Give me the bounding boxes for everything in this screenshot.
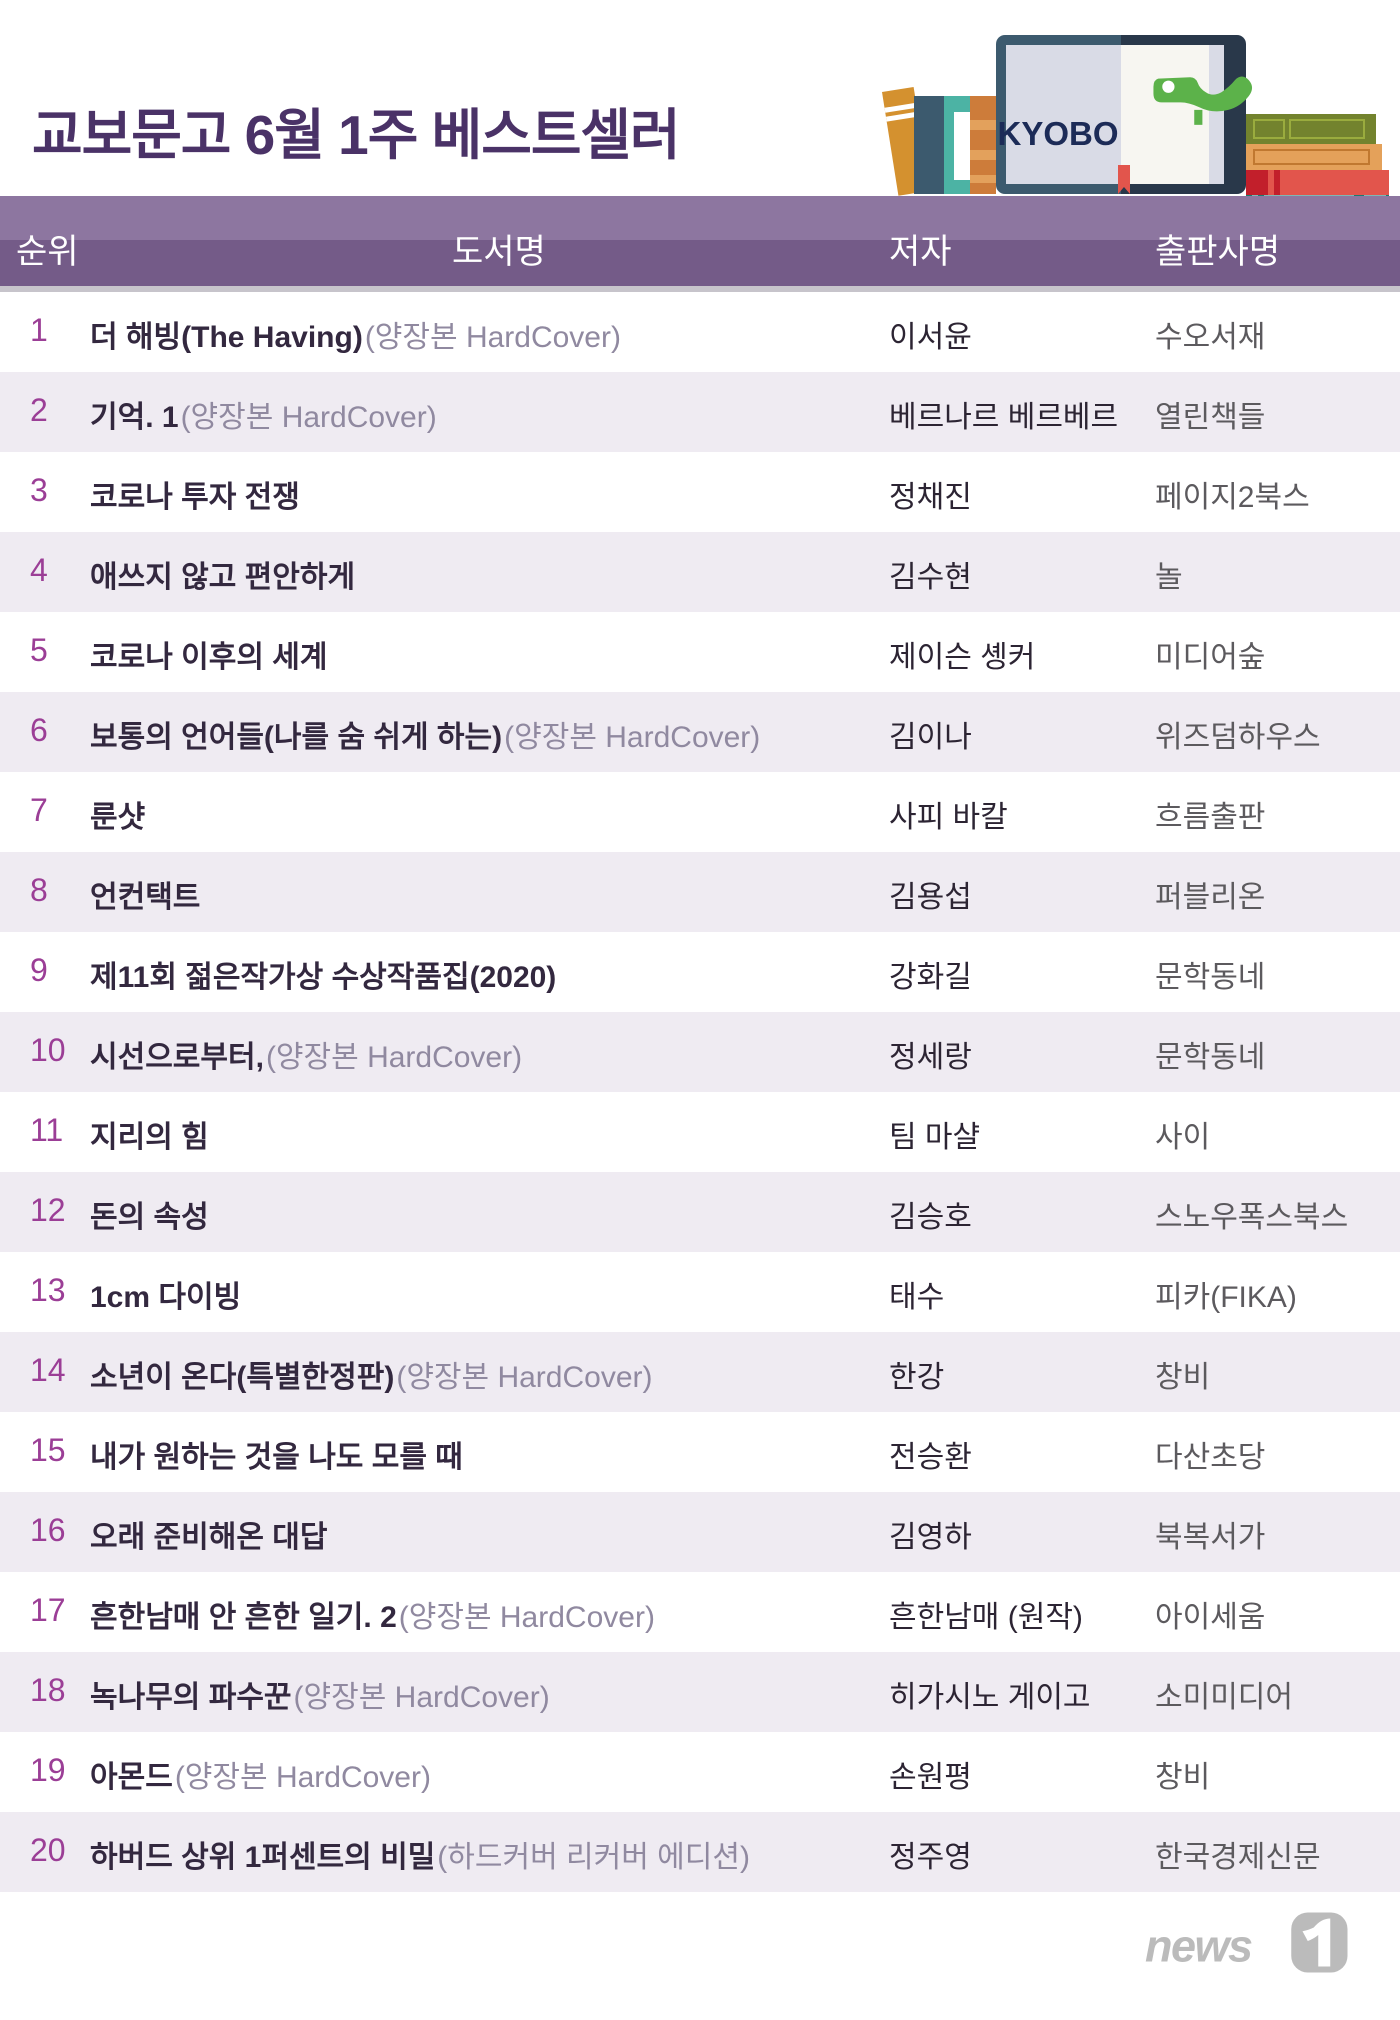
svg-text:news: news [1145,1920,1252,1971]
svg-text:KYOBO: KYOBO [997,115,1118,152]
